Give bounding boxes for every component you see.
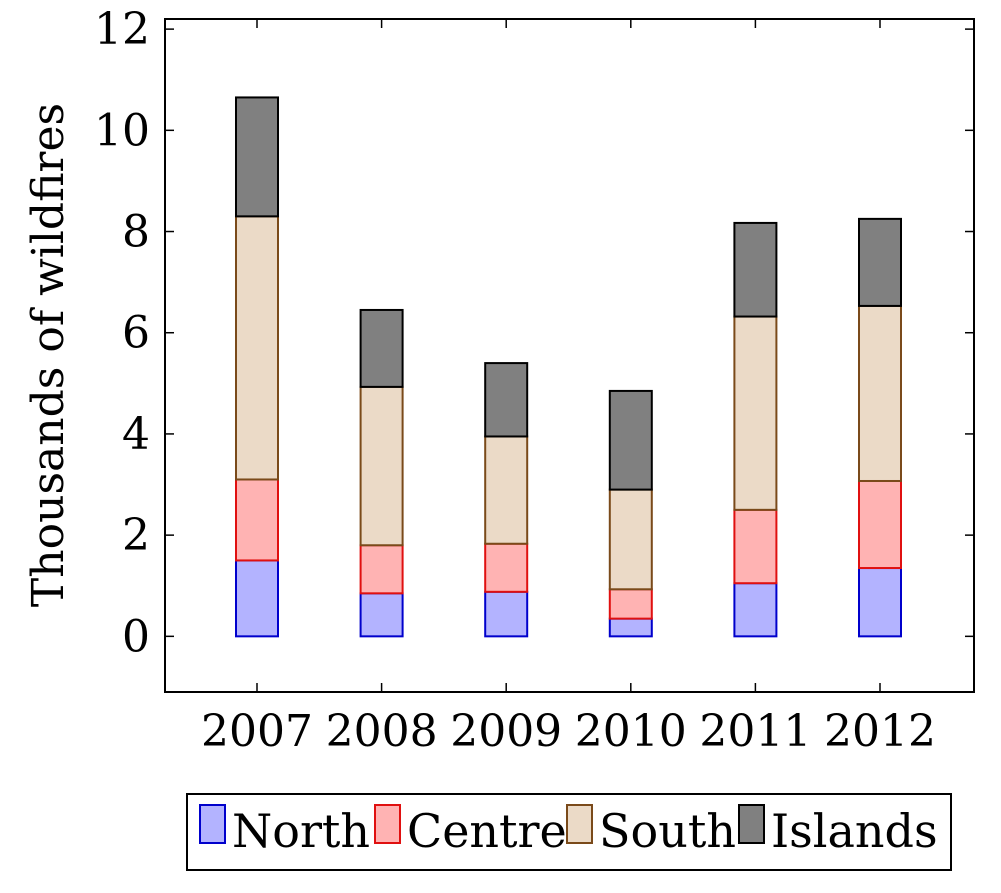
x-tick-label-2008: 2008	[326, 706, 438, 757]
x-tick-label-2012: 2012	[824, 706, 936, 757]
y-tick-label-4: 4	[122, 409, 150, 460]
bar-north-2007	[235, 559, 279, 638]
bar-islands-2008	[359, 308, 404, 388]
bar-islands-2012	[858, 217, 902, 307]
legend-swatch-islands	[738, 804, 765, 844]
bar-south-2012	[858, 304, 902, 482]
legend-swatch-south	[566, 804, 593, 844]
bar-islands-2009	[484, 362, 529, 438]
bar-south-2009	[484, 435, 529, 545]
bar-north-2008	[359, 592, 404, 638]
legend-label-centre: Centre	[407, 804, 567, 858]
bar-centre-2008	[359, 544, 404, 595]
plot-frame	[164, 18, 975, 693]
x-tick-label-2011: 2011	[699, 706, 811, 757]
bar-north-2009	[484, 590, 529, 638]
y-tick-label-10: 10	[94, 105, 150, 156]
y-axis-label: Thousands of wildfires	[23, 103, 74, 607]
bar-centre-2007	[235, 478, 279, 562]
bar-centre-2009	[484, 542, 529, 593]
x-tick-label-2009: 2009	[450, 706, 562, 757]
legend-label-south: South	[599, 804, 736, 858]
bar-centre-2011	[733, 508, 778, 585]
legend: North Centre South Islands	[186, 793, 952, 871]
bar-south-2008	[359, 385, 404, 547]
bar-islands-2007	[235, 96, 279, 218]
bar-south-2010	[608, 488, 653, 591]
bar-north-2010	[608, 617, 653, 638]
bar-south-2007	[235, 215, 279, 481]
legend-swatch-north	[199, 804, 226, 844]
y-tick-label-6: 6	[122, 308, 150, 359]
bars-layer	[235, 96, 902, 638]
x-tick-label-2007: 2007	[201, 706, 313, 757]
legend-swatch-centre	[374, 804, 401, 844]
x-tick-label-2010: 2010	[575, 706, 687, 757]
y-axis: 0 2 4 6 8 10 12	[94, 4, 974, 662]
bar-centre-2010	[608, 588, 653, 620]
bar-north-2012	[858, 567, 902, 638]
y-tick-label-8: 8	[122, 207, 150, 258]
bar-north-2011	[733, 582, 778, 638]
y-tick-label-0: 0	[122, 611, 150, 662]
bar-islands-2011	[733, 221, 778, 318]
bar-islands-2010	[608, 389, 653, 491]
legend-label-islands: Islands	[771, 804, 938, 858]
bar-south-2011	[733, 315, 778, 511]
y-tick-label-12: 12	[94, 4, 150, 55]
legend-label-north: North	[232, 804, 370, 858]
y-tick-label-2: 2	[122, 510, 150, 561]
bar-centre-2012	[858, 479, 902, 570]
x-axis: 2007 2008 2009 2010 2011 2012	[201, 19, 936, 757]
